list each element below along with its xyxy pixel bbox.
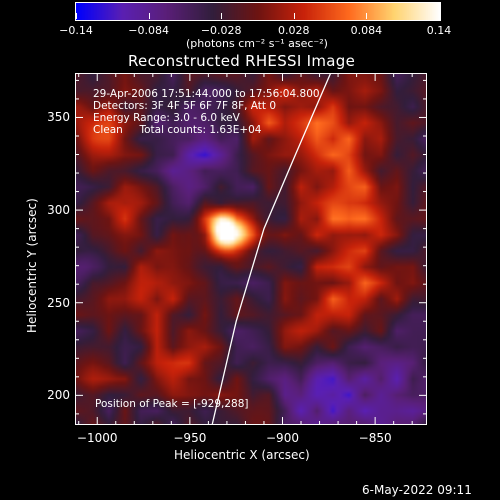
y-tick-label: 250: [47, 295, 70, 310]
y-tick-label: 350: [47, 110, 70, 125]
annotation-energy-range: Energy Range: 3.0 - 6.0 keV: [93, 112, 240, 124]
annotation-peak-position: Position of Peak = [-929,288]: [95, 398, 249, 410]
colorbar-tick-label: 0.028: [278, 24, 310, 37]
plot-frame: [75, 73, 427, 425]
plot-overlay: [75, 73, 427, 425]
axis-tick-marks: [75, 73, 427, 425]
annotation-detectors: Detectors: 3F 4F 5F 6F 7F 8F, Att 0: [93, 100, 277, 112]
colorbar-tick-label: −0.14: [59, 24, 93, 37]
colorbar-frame: [75, 2, 441, 21]
x-tick-label: −900: [266, 431, 299, 445]
chart-title: Reconstructed RHESSI Image: [128, 52, 356, 70]
x-tick-label: −850: [358, 431, 392, 445]
colorbar-tick-label: −0.028: [200, 24, 242, 37]
timestamp: 6-May-2022 09:11: [362, 483, 472, 497]
colorbar-gradient: [76, 3, 440, 20]
annotation-time-range: 29-Apr-2006 17:51:44.000 to 17:56:04.800: [93, 88, 320, 100]
colorbar-tick-label: 0.084: [350, 24, 383, 37]
colorbar-tick-mark: [293, 13, 295, 19]
y-tick-label: 300: [47, 203, 70, 218]
x-axis-label: Heliocentric X (arcsec): [174, 448, 310, 462]
colorbar-unit-label: (photons cm⁻² s⁻¹ asec⁻²): [186, 37, 328, 50]
colorbar-tick-label: 0.14: [426, 24, 452, 37]
colorbar-tick-mark: [366, 13, 368, 19]
x-tick-label: −950: [173, 431, 207, 445]
annotation-clean-counts: Clean Total counts: 1.63E+04: [93, 124, 262, 136]
y-tick-label: 200: [47, 388, 70, 403]
colorbar-tick-mark: [76, 13, 77, 19]
y-axis-label: Heliocentric Y (arcsec): [25, 198, 39, 333]
colorbar-tick-mark: [148, 13, 150, 19]
colorbar-tick-mark: [439, 13, 440, 19]
colorbar-tick-mark: [221, 13, 223, 19]
colorbar-tick-label: −0.084: [128, 24, 169, 37]
heatmap-image: [75, 73, 427, 425]
x-tick-label: −1000: [76, 431, 118, 445]
solar-limb-curve: [211, 73, 332, 425]
